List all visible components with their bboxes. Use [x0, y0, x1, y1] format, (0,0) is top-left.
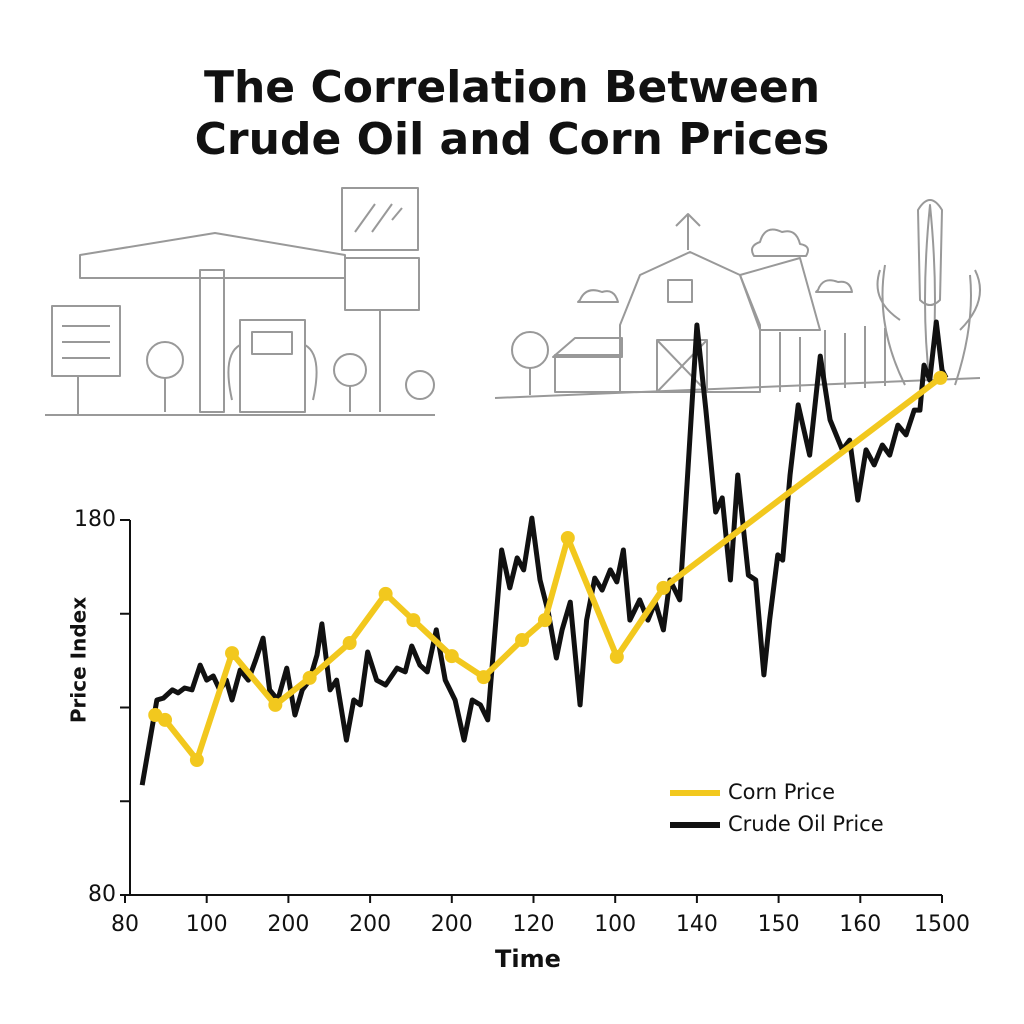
x-tick-label: 100	[594, 912, 636, 937]
x-tick-label: 100	[186, 912, 228, 937]
series-marker	[378, 586, 393, 601]
series-marker	[268, 697, 283, 712]
x-tick-label: 200	[267, 912, 309, 937]
x-tick-label: 200	[431, 912, 473, 937]
x-tick-label: 120	[513, 912, 555, 937]
series-marker	[476, 670, 491, 685]
y-tick-label: 180	[74, 507, 116, 532]
x-tick-label: 80	[111, 912, 139, 937]
series-marker	[560, 531, 575, 545]
legend-label: Crude Oil Price	[728, 812, 884, 836]
series-marker	[444, 649, 459, 664]
x-tick-label: 150	[758, 912, 800, 937]
x-axis-label: Time	[495, 945, 561, 973]
series-marker	[933, 370, 948, 385]
series-marker	[189, 753, 204, 767]
legend-label: Corn Price	[728, 780, 835, 804]
series-marker	[302, 670, 317, 685]
x-tick-label: 160	[839, 912, 881, 937]
series-marker	[609, 649, 624, 664]
y-tick-label: 80	[88, 882, 116, 907]
y-axis-label: Price Index	[67, 597, 91, 723]
x-tick-label: 140	[676, 912, 718, 937]
x-tick-label: 1500	[914, 912, 970, 937]
illustration	[45, 187, 981, 416]
series-marker	[158, 712, 173, 727]
series-marker	[225, 646, 240, 661]
series-line	[139, 319, 949, 786]
x-tick-label: 200	[349, 912, 391, 937]
series-marker	[342, 636, 357, 650]
series-marker	[515, 633, 530, 647]
series-marker	[406, 613, 421, 628]
series-marker	[656, 580, 671, 595]
series-marker	[537, 613, 552, 628]
chart-title: The Correlation Between Crude Oil and Cor…	[195, 62, 830, 165]
